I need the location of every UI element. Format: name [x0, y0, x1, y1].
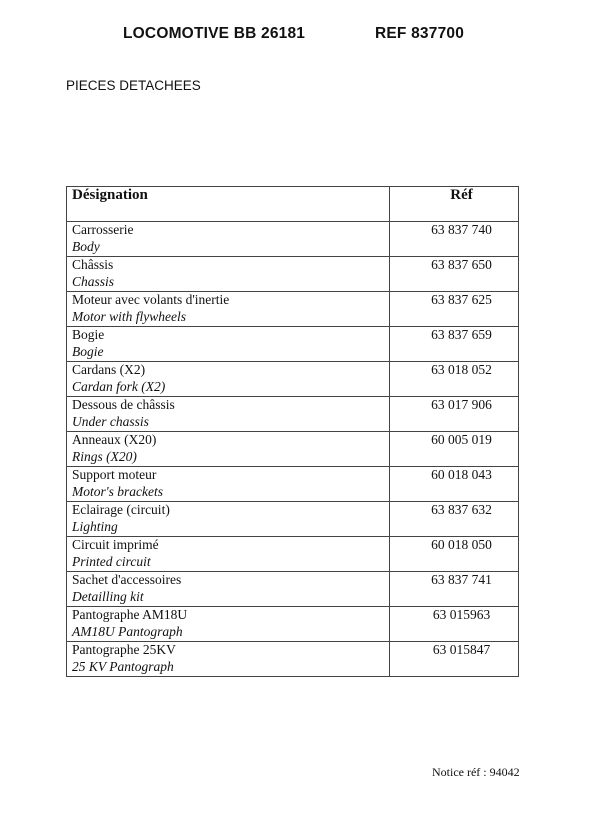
designation-en: Motor's brackets [72, 483, 163, 499]
table-row: Eclairage (circuit) Lighting 63 837 632 [66, 501, 519, 537]
table-row: Pantographe AM18U AM18U Pantograph 63 0159… [66, 606, 519, 642]
designation-en: Motor with flywheels [72, 308, 186, 324]
designation-en: 25 KV Pantograph [72, 658, 174, 674]
designation-fr: Anneaux (X20) [72, 432, 157, 447]
section-title: PIECES DETACHEES [66, 78, 201, 93]
parts-table: Désignation Réf Carrosserie Body 63 837 74… [66, 186, 519, 677]
designation-cell: Moteur avec volants d'inertie Motor with … [66, 291, 390, 327]
designation-fr: Pantographe AM18U [72, 607, 188, 622]
designation-fr: Carrosserie [72, 222, 134, 237]
designation-cell: Circuit imprimé Printed circuit [66, 536, 390, 572]
designation-fr: Châssis [72, 257, 114, 272]
ref-cell: 63 837 741 [389, 571, 519, 607]
designation-en: Lighting [72, 518, 118, 534]
document-title: LOCOMOTIVE BB 26181 [123, 25, 306, 42]
designation-cell: Anneaux (X20) Rings (X20) [66, 431, 390, 467]
designation-en: Chassis [72, 273, 115, 289]
designation-cell: Support moteur Motor's brackets [66, 466, 390, 502]
designation-fr: Cardans (X2) [72, 362, 146, 377]
ref-cell: 60 018 043 [389, 466, 519, 502]
table-row: Dessous de châssis Under chassis 63 017 90… [66, 396, 519, 432]
designation-cell: Châssis Chassis [66, 256, 390, 292]
designation-en: Cardan fork (X2) [72, 378, 166, 394]
table-row: Support moteur Motor's brackets 60 018 043 [66, 466, 519, 502]
table-row: Châssis Chassis 63 837 650 [66, 256, 519, 292]
ref-cell: 60 005 019 [389, 431, 519, 467]
column-header-ref: Réf [389, 186, 519, 222]
designation-cell: Carrosserie Body [66, 221, 390, 257]
table-row: Carrosserie Body 63 837 740 [66, 221, 519, 257]
designation-fr: Dessous de châssis [72, 397, 175, 412]
table-row: Bogie Bogie 63 837 659 [66, 326, 519, 362]
ref-cell: 63 015963 [389, 606, 519, 642]
designation-en: Rings (X20) [72, 448, 137, 464]
designation-en: Detailling kit [72, 588, 144, 604]
ref-cell: 63 015847 [389, 641, 519, 677]
designation-cell: Pantographe 25KV 25 KV Pantograph [66, 641, 390, 677]
ref-cell: 63 837 740 [389, 221, 519, 257]
ref-cell: 63 017 906 [389, 396, 519, 432]
ref-cell: 63 837 625 [389, 291, 519, 327]
designation-cell: Sachet d'accessoires Detailling kit [66, 571, 390, 607]
designation-en: Body [72, 238, 100, 254]
ref-cell: 63 837 650 [389, 256, 519, 292]
document-reference: REF 837700 [375, 25, 465, 42]
designation-fr: Pantographe 25KV [72, 642, 176, 657]
table-row: Anneaux (X20) Rings (X20) 60 005 019 [66, 431, 519, 467]
table-row: Moteur avec volants d'inertie Motor with … [66, 291, 519, 327]
table-header-row: Désignation Réf [66, 186, 519, 222]
designation-fr: Circuit imprimé [72, 537, 159, 552]
table-row: Circuit imprimé Printed circuit 60 018 050 [66, 536, 519, 572]
column-header-designation: Désignation [66, 186, 390, 222]
designation-cell: Pantographe AM18U AM18U Pantograph [66, 606, 390, 642]
ref-cell: 63 837 632 [389, 501, 519, 537]
table-row: Sachet d'accessoires Detailling kit 63 837… [66, 571, 519, 607]
designation-cell: Bogie Bogie [66, 326, 390, 362]
ref-cell: 63 837 659 [389, 326, 519, 362]
designation-cell: Eclairage (circuit) Lighting [66, 501, 390, 537]
ref-cell: 60 018 050 [389, 536, 519, 572]
notice-reference: Notice réf : 94042 [432, 765, 520, 779]
table-row: Pantographe 25KV 25 KV Pantograph 63 01584… [66, 641, 519, 677]
table-row: Cardans (X2) Cardan fork (X2) 63 018 052 [66, 361, 519, 397]
designation-en: AM18U Pantograph [72, 623, 183, 639]
designation-fr: Support moteur [72, 467, 157, 482]
designation-fr: Bogie [72, 327, 105, 342]
designation-cell: Dessous de châssis Under chassis [66, 396, 390, 432]
designation-fr: Eclairage (circuit) [72, 502, 170, 517]
designation-en: Printed circuit [72, 553, 151, 569]
designation-fr: Sachet d'accessoires [72, 572, 182, 587]
ref-cell: 63 018 052 [389, 361, 519, 397]
designation-cell: Cardans (X2) Cardan fork (X2) [66, 361, 390, 397]
designation-en: Under chassis [72, 413, 149, 429]
designation-en: Bogie [72, 343, 104, 359]
designation-fr: Moteur avec volants d'inertie [72, 292, 230, 307]
